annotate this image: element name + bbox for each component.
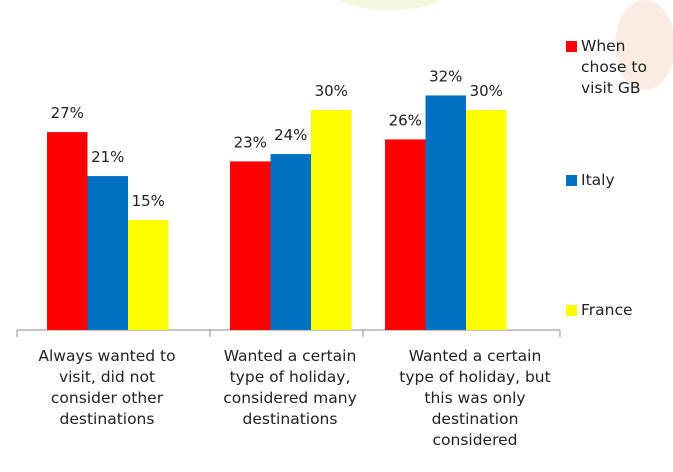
data-label: 26% — [389, 111, 422, 129]
legend-label: France — [581, 300, 669, 321]
legend-swatch — [566, 305, 577, 316]
legend-swatch — [566, 175, 577, 186]
x-tick-label-line: considered — [432, 431, 518, 449]
legend-item: When chose to visit GB — [566, 36, 669, 99]
data-label: 32% — [429, 67, 462, 85]
legend-label-line: chose to — [581, 58, 647, 76]
bar — [385, 139, 426, 330]
x-tick-label-line: consider other — [50, 389, 164, 407]
legend-item: France — [566, 300, 669, 321]
bar — [270, 154, 311, 330]
data-label: 21% — [91, 148, 124, 166]
x-tick-label: Wanted a certain type of holiday, but this… — [390, 346, 560, 451]
bar — [466, 110, 507, 330]
background-decoration — [615, 0, 673, 90]
data-label: 30% — [315, 82, 348, 100]
x-tick-label-line: type of holiday, but — [399, 368, 551, 386]
data-label: 30% — [470, 82, 503, 100]
legend-label-line: visit GB — [581, 79, 641, 97]
bar — [47, 132, 88, 330]
legend-label-line: Italy — [581, 171, 615, 189]
legend-label-line: When — [581, 37, 626, 55]
legend-label: When chose to visit GB — [581, 36, 669, 99]
x-tick-label-line: this was only — [424, 389, 526, 407]
x-tick-label-line: destinations — [242, 410, 338, 428]
data-label: 15% — [132, 192, 165, 210]
x-tick-label-line: Wanted a certain — [408, 347, 542, 365]
x-tick-label-line: considered many — [223, 389, 357, 407]
bar — [230, 161, 271, 330]
legend-label-line: France — [581, 301, 633, 319]
data-label: 23% — [234, 133, 267, 151]
x-tick-label-line: type of holiday, — [229, 368, 351, 386]
x-tick-label-line: destination — [431, 410, 519, 428]
legend-swatch — [566, 41, 577, 52]
x-tick-label: Wanted a certain type of holiday, consider… — [205, 346, 375, 430]
x-tick-label-line: Always wanted to — [38, 347, 176, 365]
legend-label: Italy — [581, 170, 669, 191]
bar — [128, 220, 169, 330]
background-decoration — [330, 0, 450, 10]
legend-item: Italy — [566, 170, 669, 191]
x-tick-label: Always wanted to visit, did not consider o… — [22, 346, 192, 430]
x-tick-label-line: destinations — [59, 410, 155, 428]
bar — [87, 176, 128, 330]
data-label: 27% — [51, 104, 84, 122]
bar — [425, 95, 466, 330]
bar — [311, 110, 352, 330]
x-tick-label-line: visit, did not — [58, 368, 156, 386]
x-tick-label-line: Wanted a certain — [223, 347, 357, 365]
data-label: 24% — [274, 126, 307, 144]
